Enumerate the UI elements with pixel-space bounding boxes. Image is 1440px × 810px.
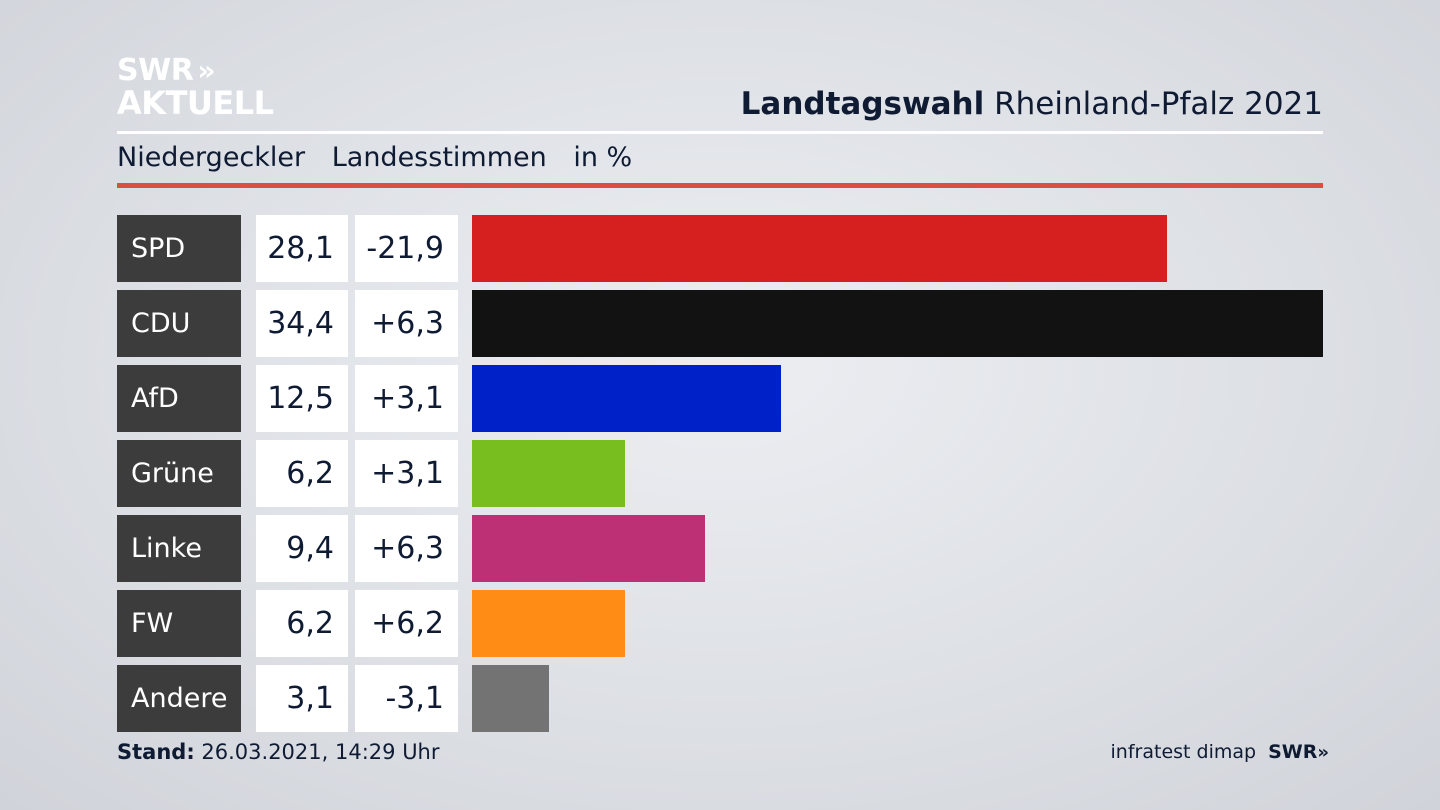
vote-share-value: 34,4	[256, 290, 348, 357]
stand-value: 26.03.2021, 14:29 Uhr	[201, 740, 440, 764]
party-label: AfD	[117, 365, 241, 432]
vote-change-value: +6,2	[355, 590, 458, 657]
vote-share-bar	[472, 215, 1167, 282]
vote-share-value: 12,5	[256, 365, 348, 432]
party-label: CDU	[117, 290, 241, 357]
double-chevron-icon: »	[197, 54, 215, 87]
vote-change-value: +6,3	[355, 515, 458, 582]
source-label: infratest dimap	[1110, 741, 1257, 763]
swr-aktuell-logo: SWR» AKTUELL	[117, 54, 274, 120]
title-bold: Landtagswahl	[740, 86, 985, 122]
subtitle: Niedergeckler Landesstimmen in %	[117, 142, 650, 173]
vote-change-value: +6,3	[355, 290, 458, 357]
vote-share-value: 6,2	[256, 590, 348, 657]
party-label: Linke	[117, 515, 241, 582]
vote-change-value: +3,1	[355, 365, 458, 432]
result-row: Grüne 6,2 +3,1	[0, 440, 1440, 507]
result-row: FW 6,2 +6,2	[0, 590, 1440, 657]
result-row: Andere 3,1 -3,1	[0, 665, 1440, 732]
vote-share-value: 9,4	[256, 515, 348, 582]
footer-brand: SWR	[1268, 741, 1318, 763]
page-title: Landtagswahl Rheinland-Pfalz 2021	[741, 86, 1323, 122]
footer-credits: infratest dimap SWR»	[1110, 741, 1329, 763]
party-label: Andere	[117, 665, 241, 732]
unit-label: in %	[573, 142, 633, 173]
timestamp: Stand: 26.03.2021, 14:29 Uhr	[117, 740, 440, 764]
vote-type-label: Landesstimmen	[331, 142, 547, 173]
result-row: Linke 9,4 +6,3	[0, 515, 1440, 582]
party-label: Grüne	[117, 440, 241, 507]
party-label: SPD	[117, 215, 241, 282]
location-label: Niedergeckler	[117, 142, 306, 173]
vote-change-value: +3,1	[355, 440, 458, 507]
vote-change-value: -3,1	[355, 665, 458, 732]
vote-share-value: 6,2	[256, 440, 348, 507]
logo-swr: SWR	[117, 53, 194, 88]
result-row: SPD 28,1 -21,9	[0, 215, 1440, 282]
party-label: FW	[117, 590, 241, 657]
logo-aktuell: AKTUELL	[117, 84, 274, 122]
footer-swr-logo: SWR»	[1268, 741, 1329, 763]
subtitle-divider	[117, 183, 1323, 188]
title-rest: Rheinland-Pfalz 2021	[994, 86, 1323, 122]
vote-share-bar	[472, 365, 781, 432]
vote-share-value: 3,1	[256, 665, 348, 732]
result-row: CDU 34,4 +6,3	[0, 290, 1440, 357]
vote-share-bar	[472, 290, 1323, 357]
vote-share-bar	[472, 440, 625, 507]
double-chevron-icon: »	[1317, 742, 1328, 763]
vote-change-value: -21,9	[355, 215, 458, 282]
stand-label: Stand:	[117, 740, 195, 764]
header-divider	[117, 131, 1323, 134]
vote-share-value: 28,1	[256, 215, 348, 282]
vote-share-bar	[472, 665, 549, 732]
result-row: AfD 12,5 +3,1	[0, 365, 1440, 432]
vote-share-bar	[472, 590, 625, 657]
vote-share-bar	[472, 515, 705, 582]
